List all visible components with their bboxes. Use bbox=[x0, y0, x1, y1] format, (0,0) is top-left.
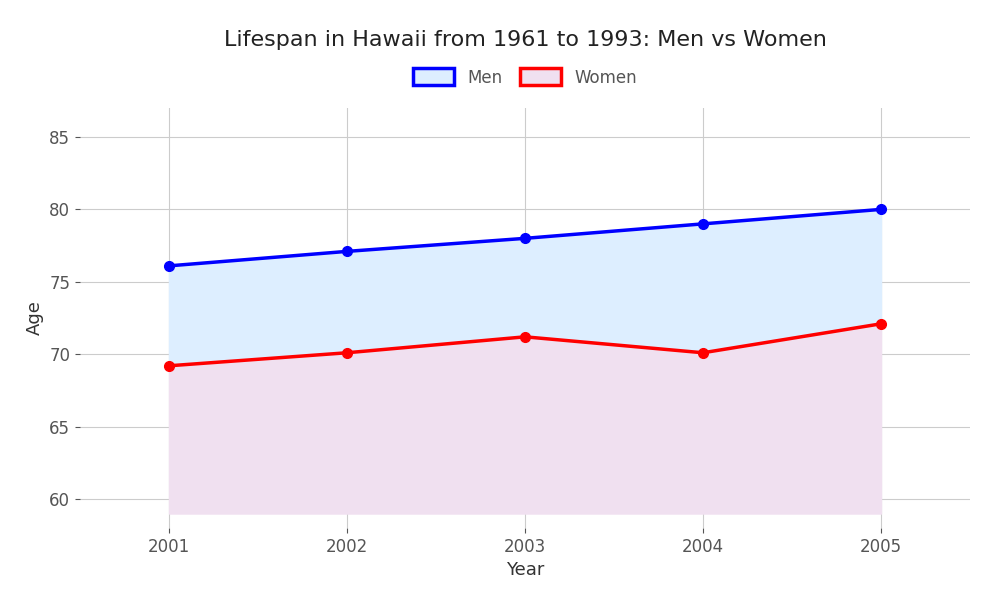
Y-axis label: Age: Age bbox=[26, 301, 44, 335]
Legend: Men, Women: Men, Women bbox=[406, 62, 644, 93]
Title: Lifespan in Hawaii from 1961 to 1993: Men vs Women: Lifespan in Hawaii from 1961 to 1993: Me… bbox=[224, 29, 826, 49]
X-axis label: Year: Year bbox=[506, 561, 544, 579]
